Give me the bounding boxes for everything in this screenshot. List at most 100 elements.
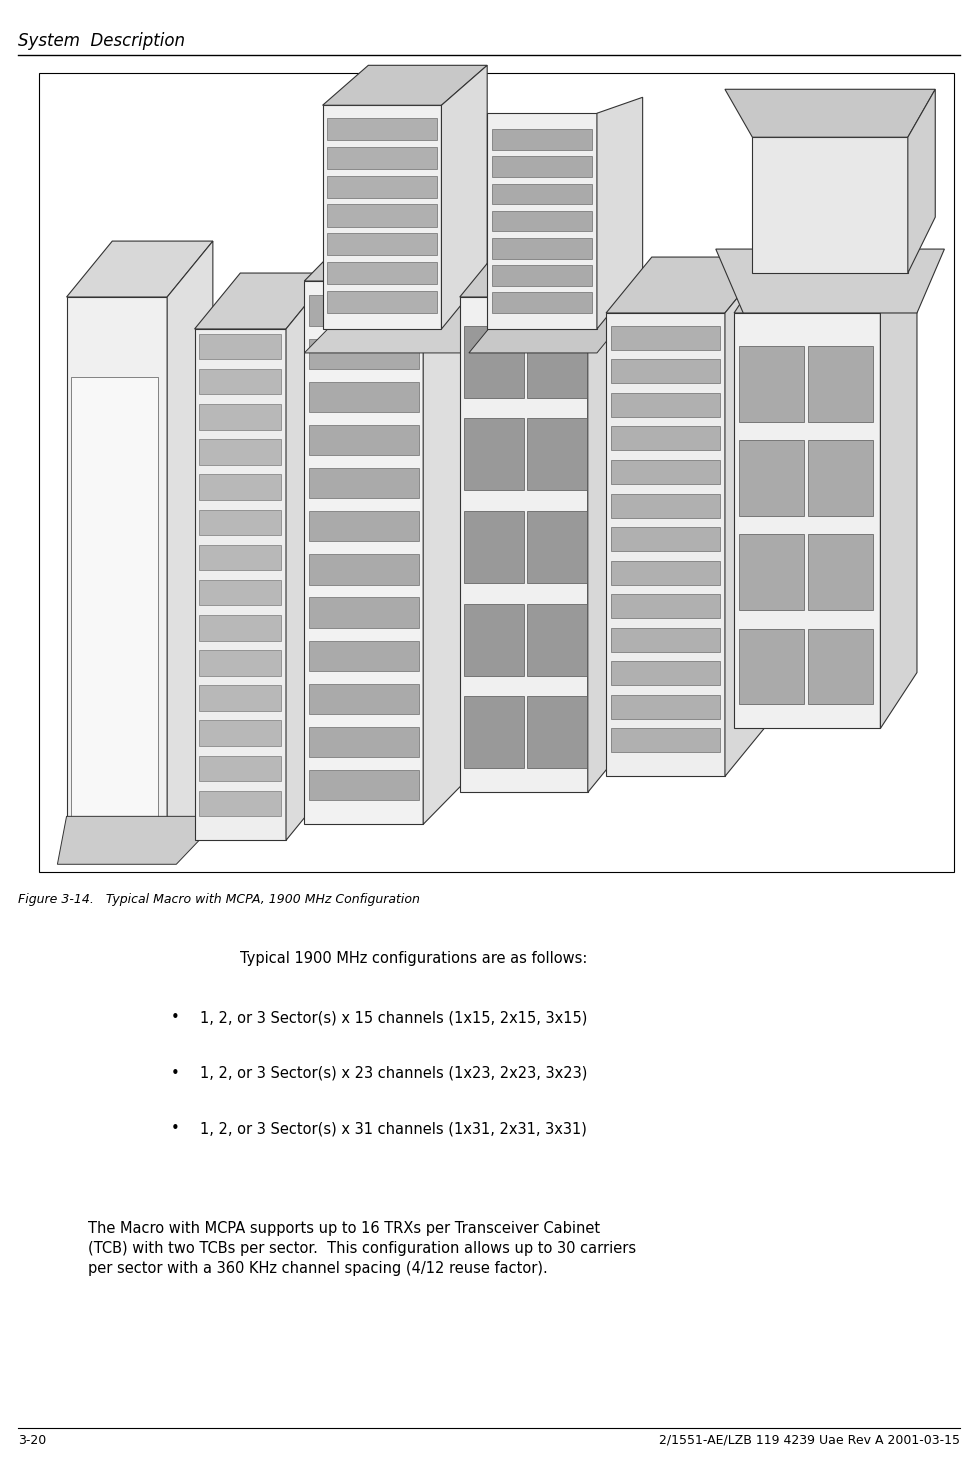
Polygon shape xyxy=(596,97,642,328)
Polygon shape xyxy=(459,298,587,792)
Polygon shape xyxy=(527,325,586,397)
Polygon shape xyxy=(285,273,331,840)
Polygon shape xyxy=(199,790,281,817)
Polygon shape xyxy=(468,298,642,353)
Polygon shape xyxy=(606,257,770,314)
Polygon shape xyxy=(491,292,592,314)
Text: System  Description: System Description xyxy=(18,32,185,50)
Polygon shape xyxy=(304,226,478,281)
Polygon shape xyxy=(309,683,418,714)
Polygon shape xyxy=(610,695,720,718)
Polygon shape xyxy=(907,89,934,273)
Polygon shape xyxy=(66,240,213,298)
Polygon shape xyxy=(441,66,487,328)
Polygon shape xyxy=(199,581,281,605)
Polygon shape xyxy=(610,427,720,450)
Text: •: • xyxy=(171,1121,180,1136)
Polygon shape xyxy=(491,265,592,286)
Polygon shape xyxy=(715,249,944,314)
Polygon shape xyxy=(610,661,720,685)
Polygon shape xyxy=(327,147,437,169)
Polygon shape xyxy=(491,237,592,258)
Text: Figure 3-14.   Typical Macro with MCPA, 1900 MHz Configuration: Figure 3-14. Typical Macro with MCPA, 19… xyxy=(18,893,419,906)
Polygon shape xyxy=(487,113,596,328)
Polygon shape xyxy=(491,211,592,232)
Polygon shape xyxy=(309,554,418,585)
Polygon shape xyxy=(327,262,437,284)
Polygon shape xyxy=(304,281,423,824)
Polygon shape xyxy=(610,528,720,551)
Polygon shape xyxy=(309,512,418,541)
Polygon shape xyxy=(199,475,281,500)
Polygon shape xyxy=(738,534,803,610)
Polygon shape xyxy=(734,257,916,314)
Polygon shape xyxy=(606,314,724,777)
Polygon shape xyxy=(199,720,281,746)
Polygon shape xyxy=(199,616,281,641)
Polygon shape xyxy=(610,594,720,619)
Polygon shape xyxy=(610,359,720,383)
Polygon shape xyxy=(879,257,916,729)
Polygon shape xyxy=(527,696,586,768)
Polygon shape xyxy=(199,334,281,359)
Text: 1, 2, or 3 Sector(s) x 31 channels (1x31, 2x31, 3x31): 1, 2, or 3 Sector(s) x 31 channels (1x31… xyxy=(200,1121,587,1136)
Polygon shape xyxy=(491,129,592,150)
Polygon shape xyxy=(610,627,720,652)
Polygon shape xyxy=(807,534,872,610)
Bar xyxy=(39,73,953,872)
Polygon shape xyxy=(610,393,720,416)
Polygon shape xyxy=(66,298,167,856)
Text: 2/1551-AE/LZB 119 4239 Uae Rev A 2001-03-15: 2/1551-AE/LZB 119 4239 Uae Rev A 2001-03… xyxy=(658,1434,959,1447)
Polygon shape xyxy=(199,405,281,430)
Polygon shape xyxy=(199,440,281,465)
Polygon shape xyxy=(58,817,222,865)
Text: The Macro with MCPA supports up to 16 TRXs per Transceiver Cabinet
(TCB) with tw: The Macro with MCPA supports up to 16 TR… xyxy=(88,1221,635,1275)
Polygon shape xyxy=(309,425,418,456)
Polygon shape xyxy=(194,328,285,840)
Polygon shape xyxy=(491,157,592,177)
Polygon shape xyxy=(199,369,281,394)
Polygon shape xyxy=(309,339,418,369)
Polygon shape xyxy=(199,649,281,676)
Polygon shape xyxy=(304,298,532,353)
Polygon shape xyxy=(199,545,281,570)
Polygon shape xyxy=(610,560,720,585)
Polygon shape xyxy=(491,183,592,204)
Polygon shape xyxy=(459,240,633,298)
Polygon shape xyxy=(167,240,213,856)
Polygon shape xyxy=(738,440,803,516)
Polygon shape xyxy=(464,512,524,583)
Polygon shape xyxy=(199,685,281,711)
Polygon shape xyxy=(309,641,418,671)
Text: •: • xyxy=(171,1010,180,1025)
Polygon shape xyxy=(327,233,437,255)
Polygon shape xyxy=(199,510,281,535)
Polygon shape xyxy=(309,296,418,325)
Polygon shape xyxy=(71,377,158,824)
Text: Typical 1900 MHz configurations are as follows:: Typical 1900 MHz configurations are as f… xyxy=(239,951,586,966)
Polygon shape xyxy=(327,176,437,198)
Polygon shape xyxy=(309,468,418,498)
Polygon shape xyxy=(327,204,437,227)
Polygon shape xyxy=(807,346,872,422)
Polygon shape xyxy=(527,604,586,676)
Polygon shape xyxy=(464,696,524,768)
Polygon shape xyxy=(527,512,586,583)
Polygon shape xyxy=(322,106,441,328)
Polygon shape xyxy=(464,604,524,676)
Polygon shape xyxy=(738,346,803,422)
Polygon shape xyxy=(309,770,418,800)
Polygon shape xyxy=(464,325,524,397)
Polygon shape xyxy=(610,325,720,350)
Text: 1, 2, or 3 Sector(s) x 15 channels (1x15, 2x15, 3x15): 1, 2, or 3 Sector(s) x 15 channels (1x15… xyxy=(200,1010,587,1025)
Polygon shape xyxy=(322,66,487,106)
Polygon shape xyxy=(587,240,633,792)
Text: 3-20: 3-20 xyxy=(18,1434,46,1447)
Polygon shape xyxy=(327,290,437,314)
Text: 1, 2, or 3 Sector(s) x 23 channels (1x23, 2x23, 3x23): 1, 2, or 3 Sector(s) x 23 channels (1x23… xyxy=(200,1066,587,1080)
Polygon shape xyxy=(309,727,418,758)
Polygon shape xyxy=(309,598,418,627)
Polygon shape xyxy=(734,314,879,729)
Polygon shape xyxy=(738,629,803,705)
Polygon shape xyxy=(724,257,770,777)
